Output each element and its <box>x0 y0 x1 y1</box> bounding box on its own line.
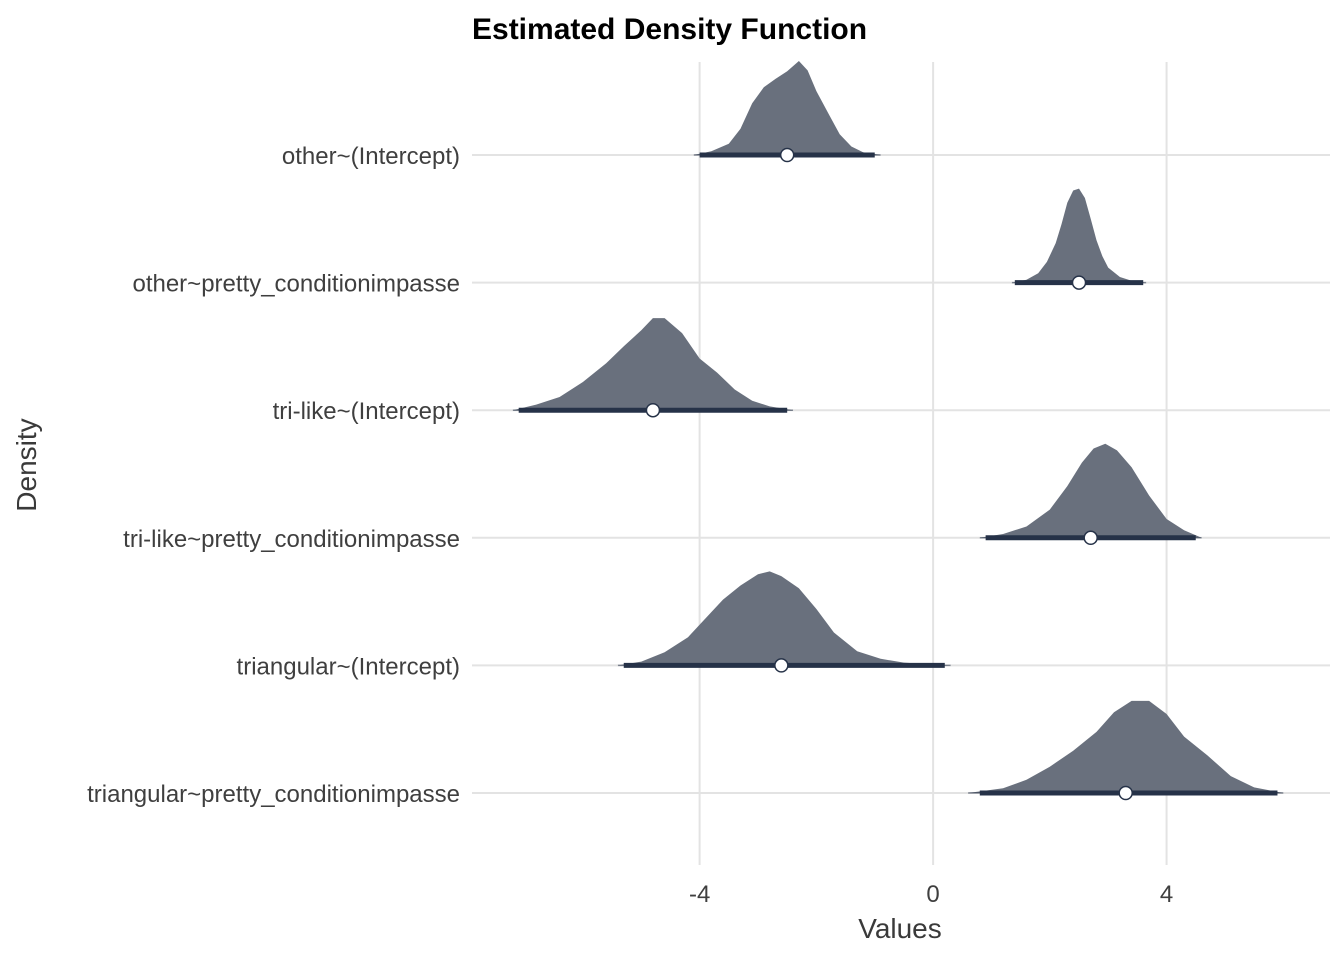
x-tick-labels: -4 0 4 <box>689 881 1173 908</box>
density-ridge <box>979 443 1202 538</box>
point-estimate <box>779 147 795 163</box>
y-tick-label: other~pretty_conditionimpasse <box>132 271 460 298</box>
density-layer <box>512 61 1284 801</box>
y-tick-label: tri-like~pretty_conditionimpasse <box>123 526 460 553</box>
density-ridge <box>617 571 951 666</box>
horizontal-grid <box>472 154 1330 794</box>
chart-title: Estimated Density Function <box>472 13 867 46</box>
y-tick-label: triangular~pretty_conditionimpasse <box>87 781 460 808</box>
x-tick-label: -4 <box>689 881 710 908</box>
density-ridge <box>512 318 794 411</box>
y-tick-labels: other~(Intercept) other~pretty_conditioni… <box>87 143 460 808</box>
x-axis-title: Values <box>858 913 942 944</box>
point-estimate <box>774 658 789 673</box>
y-axis-title: Density <box>11 418 42 511</box>
x-tick-label: 0 <box>926 881 939 908</box>
y-tick-label: other~(Intercept) <box>282 143 460 170</box>
point-estimate <box>1118 785 1133 801</box>
y-tick-label: triangular~(Intercept) <box>237 653 460 680</box>
point-estimate <box>645 402 661 418</box>
density-ridge <box>1011 188 1147 283</box>
point-estimate <box>1083 530 1098 546</box>
density-ridge <box>968 700 1284 793</box>
point-estimate <box>1071 275 1087 290</box>
y-tick-label: tri-like~(Intercept) <box>273 398 460 425</box>
density-ridge <box>693 61 881 155</box>
x-tick-label: 4 <box>1160 881 1173 908</box>
